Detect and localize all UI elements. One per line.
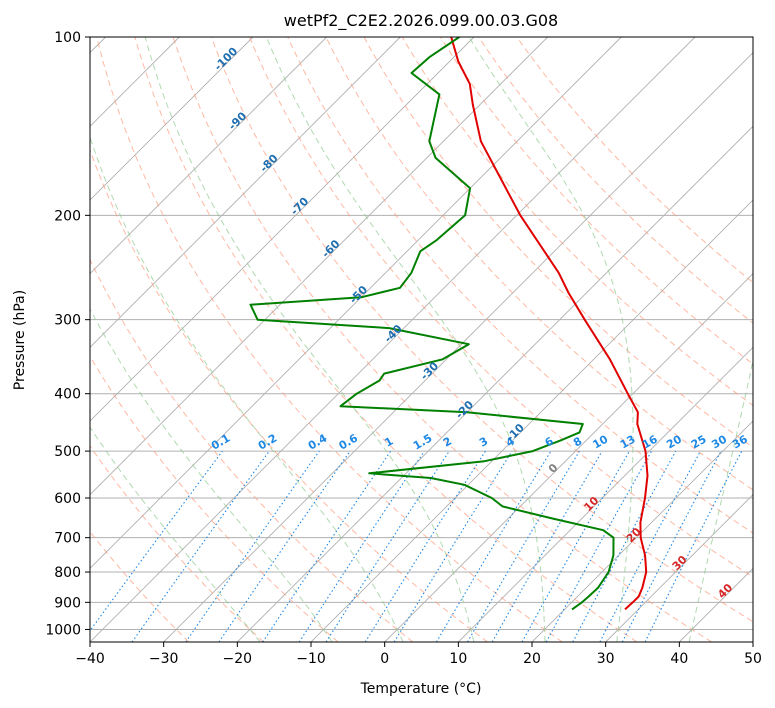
dry-adiabat [90, 445, 264, 642]
y-tick-label: 700 [54, 531, 81, 547]
moist-adiabat [90, 426, 261, 642]
isotherm-gridline [605, 494, 753, 642]
plot-frame [89, 36, 754, 643]
moist-adiabat [266, 37, 546, 642]
y-axis-label: Pressure (hPa) [12, 290, 28, 390]
mixing-ratio-line [262, 450, 392, 642]
x-tick-label: 50 [744, 651, 762, 667]
y-tick-label: 900 [54, 595, 81, 611]
isotherm-gridline [90, 37, 548, 496]
mixing-ratio-line [218, 450, 351, 642]
y-tick-label: 500 [54, 444, 81, 460]
moist-adiabat [90, 308, 333, 642]
series-layer [249, 37, 649, 611]
mixing-ratio-line [325, 450, 450, 642]
moist-adiabat [688, 358, 753, 642]
dry-adiabat [325, 37, 753, 491]
isotherm-gridline [163, 52, 753, 642]
x-tick-label: 10 [449, 651, 467, 667]
x-tick-label: −20 [223, 651, 253, 667]
dry-adiabat [210, 37, 753, 623]
mixing-ratio-line [545, 450, 653, 642]
x-tick-label: 40 [670, 651, 688, 667]
mixing-ratio-line [90, 450, 223, 632]
temperature-profile-line [450, 37, 649, 611]
dry-adiabat [287, 37, 753, 534]
dry-adiabat [90, 258, 414, 642]
dry-adiabat [172, 37, 712, 642]
isotherm-gridline [310, 199, 753, 642]
moist-adiabat [144, 37, 475, 642]
y-tick-label: 300 [54, 313, 81, 329]
isotherm-gridline [237, 125, 753, 642]
mixing-ratio-line [572, 450, 677, 642]
x-tick-label: −10 [296, 651, 326, 667]
x-tick-label: −40 [75, 651, 105, 667]
dry-adiabat [516, 37, 753, 284]
x-tick-label: 0 [380, 651, 389, 667]
y-tick-label: 200 [54, 208, 81, 224]
mixing-ratio-line [131, 450, 270, 642]
isotherm-gridline [90, 37, 622, 569]
x-tick-label: −30 [149, 651, 179, 667]
mixing-ratio-line [185, 450, 320, 642]
x-tick-label: 30 [597, 651, 615, 667]
isotherm-gridline [90, 37, 696, 642]
isotherm-gridline [458, 346, 753, 642]
dry-adiabat [249, 37, 753, 578]
y-tick-label: 600 [54, 491, 81, 507]
dry-adiabat [96, 37, 563, 642]
mixing-ratio-line [521, 450, 630, 642]
y-tick-label: 1000 [45, 622, 81, 638]
dry-adiabat [90, 355, 339, 642]
isotherm-gridline [90, 37, 254, 201]
dewpoint-profile-line [249, 37, 615, 611]
y-tick-label: 800 [54, 565, 81, 581]
mixing-ratio-line [298, 450, 425, 642]
moist-adiabat [90, 135, 404, 642]
x-axis-label: Temperature (°C) [360, 681, 482, 697]
isotherm-gridline [90, 37, 475, 422]
isotherm-gridline [90, 37, 327, 275]
y-tick-label: 400 [54, 387, 81, 403]
thermo-lines [90, 37, 753, 642]
y-tick-label: 100 [54, 30, 81, 46]
x-axis: −40 −30 −20 −10 0 10 20 30 40 50 [75, 642, 762, 667]
mixing-ratio-line [644, 450, 743, 642]
x-tick-label: 20 [523, 651, 541, 667]
isotherm-gridline [531, 420, 753, 642]
isotherm-gridline [384, 273, 753, 642]
dry-adiabat [134, 37, 638, 642]
y-axis: 100 200 300 400 500 600 700 800 900 1000 [45, 30, 90, 638]
chart-title: wetPf2_C2E2.2026.099.00.03.G08 [284, 11, 558, 31]
